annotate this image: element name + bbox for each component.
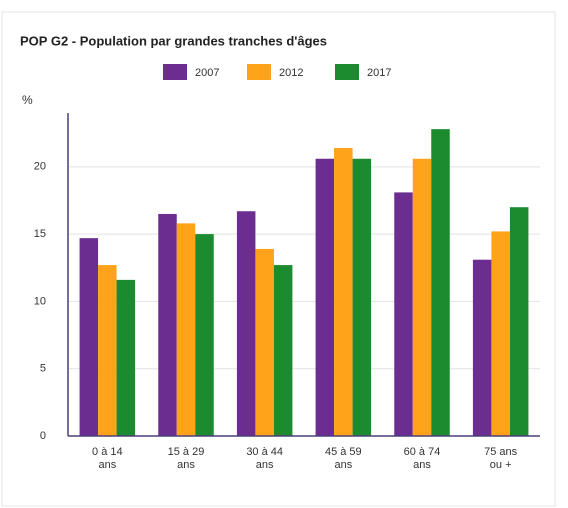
bar — [352, 158, 372, 436]
x-tick-label: 75 ans — [484, 446, 518, 458]
legend-label: 2007 — [195, 67, 219, 79]
y-tick-label: 20 — [34, 161, 46, 173]
y-tick-label: 5 — [40, 363, 46, 375]
x-tick-label: 15 à 29 — [168, 446, 205, 458]
x-tick-label: 30 à 44 — [246, 446, 283, 458]
legend-swatch — [163, 64, 187, 80]
bar — [158, 213, 177, 436]
bar — [176, 223, 196, 436]
y-tick-label: 15 — [34, 228, 46, 240]
chart-title: POP G2 - Population par grandes tranches… — [20, 33, 327, 48]
bar — [255, 248, 274, 436]
y-tick-label: 10 — [34, 295, 46, 307]
legend-swatch — [247, 64, 271, 80]
y-axis-label: % — [22, 93, 33, 107]
y-tick-label: 0 — [40, 430, 46, 442]
legend-label: 2012 — [279, 67, 303, 79]
x-tick-label: ans — [334, 459, 352, 471]
legend-swatch — [335, 64, 359, 80]
bar — [195, 234, 214, 436]
bar — [315, 158, 335, 436]
x-tick-label: 45 à 59 — [325, 446, 362, 458]
x-tick-label: 0 à 14 — [92, 446, 123, 458]
x-tick-label: ans — [177, 459, 195, 471]
bar — [116, 279, 136, 436]
bar — [334, 147, 353, 436]
x-tick-label: 60 à 74 — [404, 446, 441, 458]
bar — [412, 158, 432, 436]
x-tick-label: ans — [413, 459, 431, 471]
legend-label: 2017 — [367, 67, 391, 79]
bar — [79, 238, 99, 436]
bar — [491, 231, 510, 436]
bar — [236, 211, 256, 436]
bar — [472, 259, 492, 436]
bar — [98, 265, 117, 436]
x-tick-label: ans — [98, 459, 116, 471]
bar — [394, 192, 413, 436]
x-tick-label: ans — [256, 459, 274, 471]
bar — [509, 207, 529, 436]
bar — [273, 265, 293, 436]
x-tick-label: ou + — [490, 459, 512, 471]
bar — [431, 129, 450, 436]
